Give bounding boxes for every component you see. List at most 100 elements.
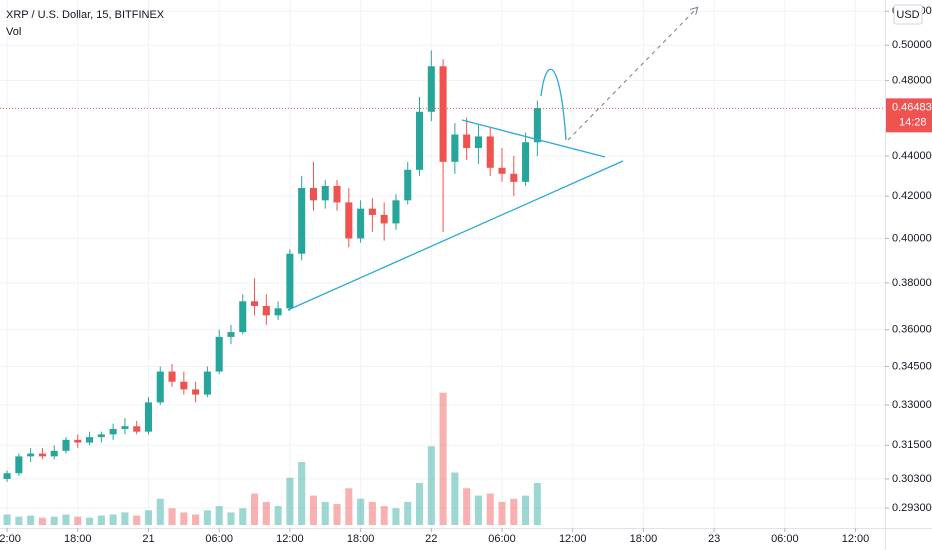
countdown-label: 14:28 [899, 116, 927, 128]
x-tick-label: 18:00 [630, 533, 658, 545]
candle-body [262, 305, 270, 316]
volume-bar [109, 514, 117, 525]
candle-body [415, 111, 424, 170]
candle-body [404, 169, 412, 201]
x-tick-label: 18:00 [64, 533, 92, 545]
volume-bar [133, 515, 141, 525]
candle-body [463, 134, 471, 149]
candle-body [522, 142, 530, 182]
volume-bar [463, 488, 471, 525]
y-tick-label: 0.36000 [892, 324, 932, 336]
volume-bar [415, 483, 424, 525]
candle-body [133, 426, 141, 432]
x-tick-label: 06:00 [205, 533, 233, 545]
volume-bar [486, 493, 494, 525]
resistance-trendline [461, 119, 606, 158]
volume-bar [522, 495, 530, 525]
candle-body [62, 439, 70, 451]
volume-bar [121, 512, 129, 525]
candle-body [156, 371, 164, 403]
candle-body [27, 453, 35, 457]
candle-body [15, 456, 23, 474]
candle-body [74, 439, 82, 443]
projection-arc [540, 68, 567, 141]
candle-body [215, 336, 223, 372]
volume-bar [427, 446, 435, 525]
candle-body [345, 202, 353, 239]
volume-pane [3, 392, 541, 525]
candle-body [97, 434, 105, 438]
candle-body [486, 136, 494, 168]
currency-label[interactable]: USD [896, 9, 919, 21]
x-tick-label: 23 [708, 533, 720, 545]
volume-bar [227, 512, 235, 525]
volume-bar [3, 514, 11, 525]
y-tick-label: 0.48000 [892, 74, 932, 86]
y-tick-label: 0.34500 [892, 360, 932, 372]
volume-bar [321, 501, 329, 525]
candle-body [180, 381, 188, 390]
volume-bar [86, 517, 94, 525]
candle-body [168, 371, 176, 382]
y-tick-label: 0.30300 [892, 473, 932, 485]
candle-body [309, 187, 317, 201]
candle-body [368, 208, 376, 215]
candles [3, 50, 541, 482]
volume-bar [15, 516, 23, 525]
volume-bar [380, 506, 388, 525]
candle-body [510, 173, 518, 182]
candle-body [203, 371, 211, 395]
volume-bar [357, 498, 365, 525]
y-tick-label: 0.38000 [892, 277, 932, 289]
volume-bar [38, 517, 46, 525]
x-tick-label: 12:00 [559, 533, 587, 545]
candle-body [50, 450, 58, 457]
y-tick-label: 0.33000 [892, 399, 932, 411]
candle-body [227, 332, 235, 337]
volume-bar [333, 504, 341, 525]
candle-body [357, 208, 365, 239]
volume-bar [298, 462, 306, 525]
volume-label: Vol [6, 26, 21, 38]
last-price-box [886, 98, 932, 133]
candle-body [298, 187, 306, 254]
candle-body [321, 185, 329, 201]
volume-bar [474, 495, 482, 525]
x-tick-label: 12:00 [276, 533, 304, 545]
candle-body [86, 437, 94, 443]
x-tick-label: 06:00 [488, 533, 516, 545]
x-tick-label: 18:00 [347, 533, 375, 545]
volume-bar [274, 506, 282, 525]
volume-bar [368, 501, 376, 525]
y-tick-label: 0.50000 [892, 39, 932, 51]
candle-body [251, 301, 259, 306]
candle-body [192, 389, 200, 395]
volume-bar [168, 508, 176, 525]
support-trendline [287, 160, 624, 311]
candle-body [144, 402, 153, 432]
volume-bar [192, 514, 200, 525]
currency-button[interactable] [893, 4, 923, 25]
candle-body [333, 185, 341, 203]
volume-bar [498, 501, 506, 525]
chart-title: XRP / U.S. Dollar, 15, BITFINEX [6, 9, 165, 21]
candle-body [474, 136, 482, 149]
axes: 0.520000.500000.480000.440000.420000.400… [0, 5, 932, 545]
candle-body [109, 428, 117, 435]
candle-body [121, 426, 129, 429]
volume-bar [97, 515, 105, 525]
volume-bar [451, 472, 459, 525]
volume-bar [144, 510, 153, 525]
volume-bar [74, 516, 82, 525]
candle-body [274, 308, 282, 316]
candle-body [533, 108, 541, 143]
y-tick-label: 0.40000 [892, 232, 932, 244]
candle-body [392, 200, 400, 224]
volume-bar [510, 498, 518, 525]
volume-bar [262, 501, 270, 525]
candle-body [451, 134, 459, 162]
volume-bar [404, 501, 412, 525]
volume-bar [156, 498, 164, 525]
volume-bar [203, 510, 211, 525]
